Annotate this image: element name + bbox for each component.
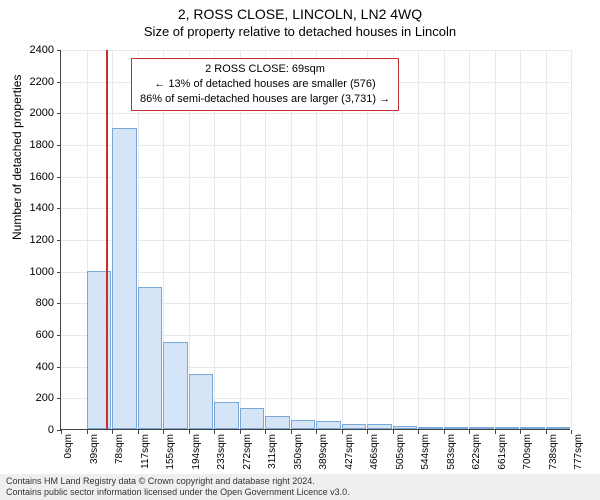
xtick-mark xyxy=(495,430,496,434)
xtick-mark xyxy=(316,430,317,434)
xtick-mark xyxy=(418,430,419,434)
gridline-v xyxy=(546,50,547,429)
marker-line xyxy=(106,50,108,429)
footer-line-2: Contains public sector information licen… xyxy=(6,487,594,498)
histogram-bar xyxy=(265,416,290,429)
ytick-label: 800 xyxy=(14,297,54,309)
ytick-label: 400 xyxy=(14,361,54,373)
info-line-1: 2 ROSS CLOSE: 69sqm xyxy=(140,62,390,77)
ytick-label: 200 xyxy=(14,392,54,404)
histogram-bar xyxy=(367,424,392,429)
info-line-3: 86% of semi-detached houses are larger (… xyxy=(140,92,390,107)
histogram-bar xyxy=(495,427,520,429)
histogram-bar xyxy=(342,424,367,429)
ytick-label: 1000 xyxy=(14,266,54,278)
ytick-label: 2400 xyxy=(14,44,54,56)
xtick-mark xyxy=(240,430,241,434)
xtick-mark xyxy=(61,430,62,434)
chart-area: 0sqm39sqm78sqm117sqm155sqm194sqm233sqm27… xyxy=(60,50,570,430)
ytick-mark xyxy=(57,82,61,83)
histogram-bar xyxy=(469,427,494,429)
ytick-mark xyxy=(57,335,61,336)
xtick-mark xyxy=(393,430,394,434)
ytick-label: 600 xyxy=(14,329,54,341)
histogram-bar xyxy=(444,427,469,429)
ytick-mark xyxy=(57,145,61,146)
footer: Contains HM Land Registry data © Crown c… xyxy=(0,474,600,500)
ytick-mark xyxy=(57,50,61,51)
ytick-mark xyxy=(57,240,61,241)
gridline-v xyxy=(495,50,496,429)
histogram-bar xyxy=(138,287,163,430)
info-line-2: ← 13% of detached houses are smaller (57… xyxy=(140,77,390,92)
histogram-bar xyxy=(240,408,265,429)
footer-line-1: Contains HM Land Registry data © Crown c… xyxy=(6,476,594,487)
histogram-bar xyxy=(214,402,239,429)
xtick-mark xyxy=(291,430,292,434)
histogram-bar xyxy=(520,427,545,429)
xtick-mark xyxy=(520,430,521,434)
xtick-mark xyxy=(214,430,215,434)
xtick-mark xyxy=(265,430,266,434)
xtick-mark xyxy=(189,430,190,434)
xtick-mark xyxy=(138,430,139,434)
ytick-mark xyxy=(57,303,61,304)
xtick-mark xyxy=(444,430,445,434)
gridline-v xyxy=(520,50,521,429)
histogram-bar xyxy=(316,421,341,429)
ytick-label: 1200 xyxy=(14,234,54,246)
page-subtitle: Size of property relative to detached ho… xyxy=(0,22,600,39)
gridline-v xyxy=(571,50,572,429)
gridline-v xyxy=(444,50,445,429)
ytick-label: 1400 xyxy=(14,202,54,214)
info-box: 2 ROSS CLOSE: 69sqm ← 13% of detached ho… xyxy=(131,58,399,111)
page-title: 2, ROSS CLOSE, LINCOLN, LN2 4WQ xyxy=(0,0,600,22)
ytick-mark xyxy=(57,208,61,209)
histogram-plot: 0sqm39sqm78sqm117sqm155sqm194sqm233sqm27… xyxy=(60,50,570,430)
ytick-mark xyxy=(57,177,61,178)
xtick-mark xyxy=(546,430,547,434)
xtick-mark xyxy=(163,430,164,434)
histogram-bar xyxy=(189,374,214,429)
ytick-mark xyxy=(57,113,61,114)
ytick-label: 2000 xyxy=(14,107,54,119)
ytick-mark xyxy=(57,398,61,399)
ytick-mark xyxy=(57,272,61,273)
gridline-v xyxy=(469,50,470,429)
y-axis-label: Number of detached properties xyxy=(10,75,24,240)
gridline-v xyxy=(418,50,419,429)
ytick-label: 0 xyxy=(14,424,54,436)
xtick-mark xyxy=(87,430,88,434)
ytick-label: 2200 xyxy=(14,76,54,88)
histogram-bar xyxy=(546,427,571,429)
xtick-mark xyxy=(342,430,343,434)
ytick-mark xyxy=(57,367,61,368)
xtick-mark xyxy=(367,430,368,434)
histogram-bar xyxy=(163,342,188,429)
xtick-mark xyxy=(469,430,470,434)
ytick-label: 1600 xyxy=(14,171,54,183)
histogram-bar xyxy=(393,426,418,429)
histogram-bar xyxy=(418,427,443,429)
ytick-label: 1800 xyxy=(14,139,54,151)
xtick-mark xyxy=(112,430,113,434)
histogram-bar xyxy=(112,128,137,429)
histogram-bar xyxy=(291,420,316,430)
xtick-mark xyxy=(571,430,572,434)
